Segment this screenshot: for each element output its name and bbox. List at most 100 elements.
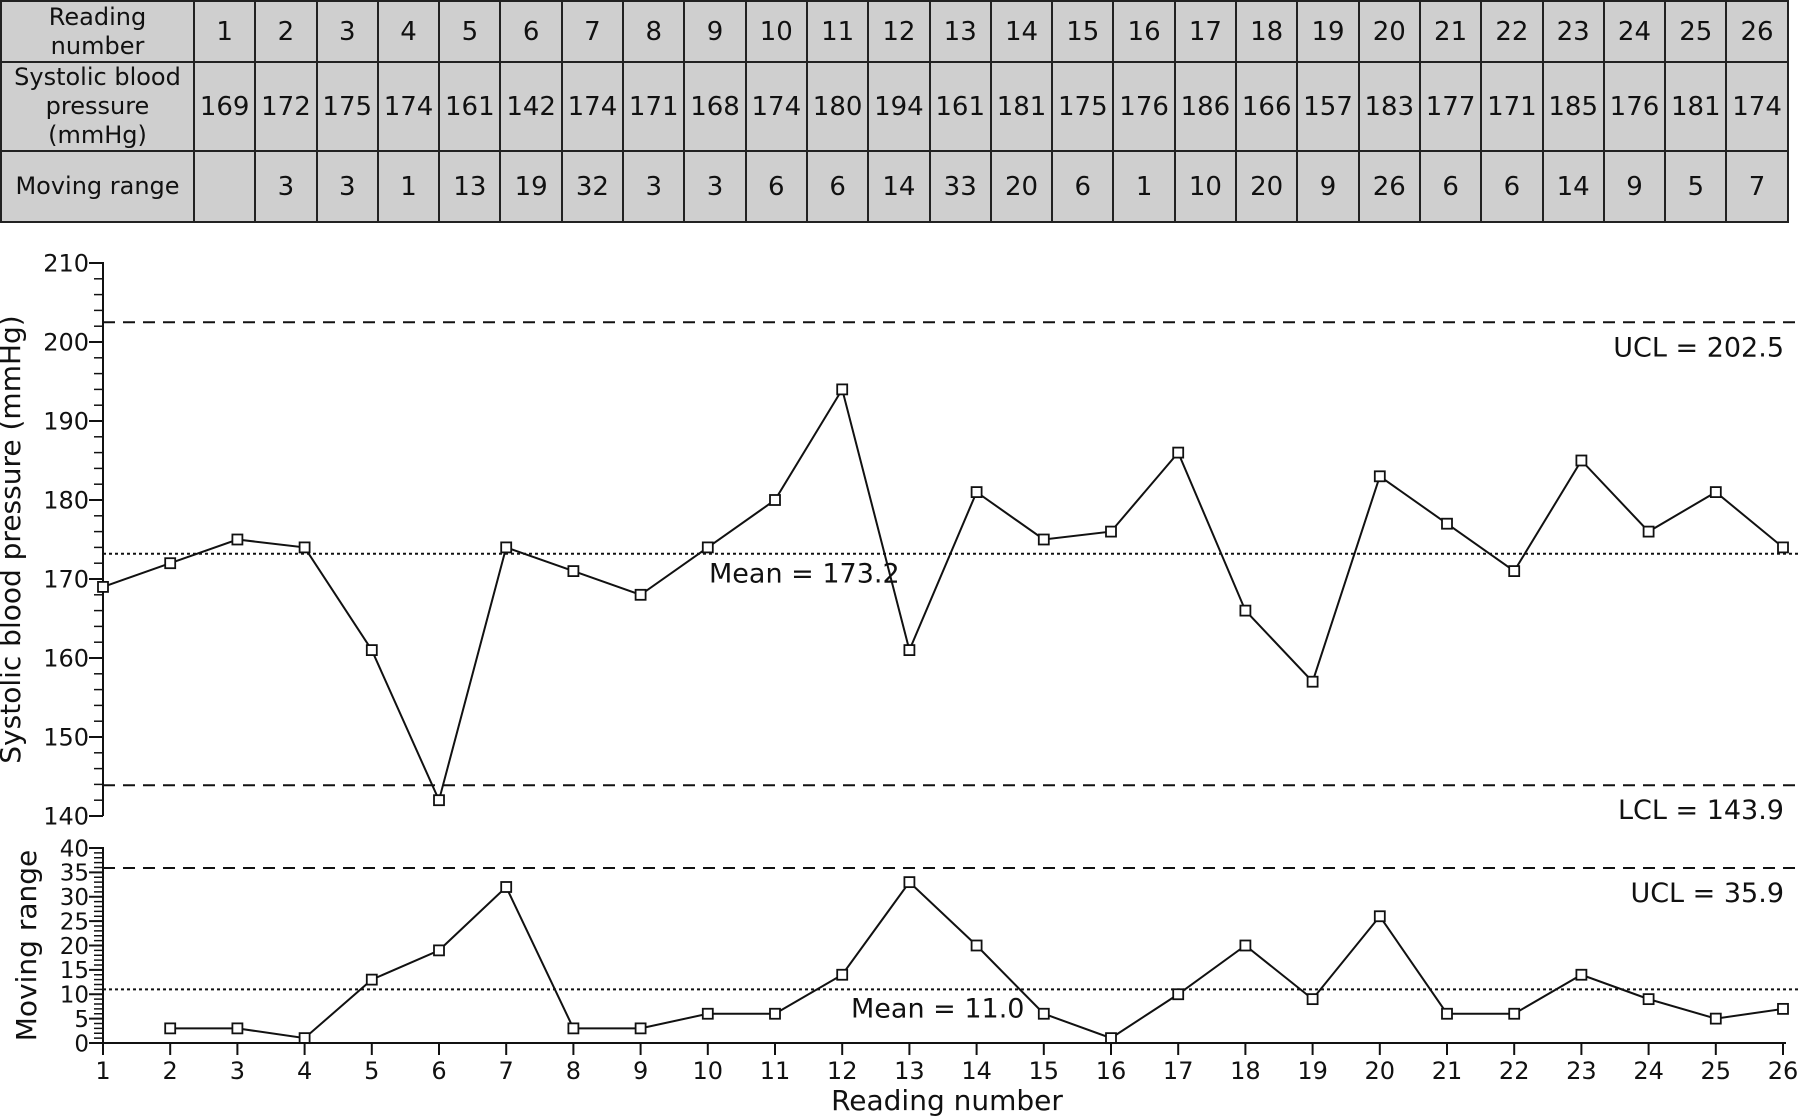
cell-reading-number-7: 7 <box>560 0 625 63</box>
cell-reading-number-24: 24 <box>1602 0 1667 63</box>
x-tick-label-10: 10 <box>693 1057 724 1085</box>
x-tick-label-17: 17 <box>1163 1057 1194 1085</box>
panel1-point-12 <box>836 383 849 396</box>
panel1-point-17 <box>1172 446 1185 459</box>
panel2-y-tick-label-30: 30 <box>60 885 89 911</box>
x-tick-label-25: 25 <box>1701 1057 1732 1085</box>
x-tick-label-14: 14 <box>961 1057 992 1085</box>
panel2-y-tick-label-25: 25 <box>60 909 89 935</box>
cell-moving-range-16: 1 <box>1112 150 1176 223</box>
cell-reading-number-11: 11 <box>805 0 870 63</box>
x-tick-label-12: 12 <box>827 1057 858 1085</box>
panel2-y-tick-label-35: 35 <box>60 861 89 887</box>
panel2-y-tick-label-10: 10 <box>60 983 89 1009</box>
cell-reading-number-20: 20 <box>1357 0 1421 63</box>
x-tick-label-26: 26 <box>1768 1057 1799 1085</box>
cell-reading-number-12: 12 <box>867 0 931 63</box>
panel2-point-2 <box>164 1022 177 1035</box>
cell-systolic-9: 168 <box>683 61 747 152</box>
cell-reading-number-9: 9 <box>683 0 747 63</box>
cell-systolic-2: 172 <box>254 61 318 152</box>
cell-reading-number-18: 18 <box>1235 0 1299 63</box>
x-tick-label-3: 3 <box>230 1057 245 1085</box>
cell-systolic-19: 157 <box>1296 61 1360 152</box>
cell-moving-range-23: 14 <box>1541 150 1605 223</box>
x-tick-label-2: 2 <box>163 1057 178 1085</box>
cell-systolic-14: 181 <box>989 61 1054 152</box>
cell-moving-range-11: 6 <box>805 150 870 223</box>
panel2-point-24 <box>1642 993 1655 1006</box>
panel1-point-4 <box>298 541 311 554</box>
panel2-point-9 <box>634 1022 647 1035</box>
panel1-point-5 <box>365 644 378 656</box>
cell-moving-range-22: 6 <box>1480 150 1544 223</box>
x-tick-label-24: 24 <box>1633 1057 1664 1085</box>
panel1-point-25 <box>1709 486 1722 499</box>
panel2-point-6 <box>433 944 445 957</box>
cell-reading-number-15: 15 <box>1051 0 1115 63</box>
cell-systolic-11: 180 <box>805 61 870 152</box>
x-tick-label-22: 22 <box>1499 1057 1530 1085</box>
panel1-point-16 <box>1105 525 1117 538</box>
panel2-point-3 <box>231 1022 244 1035</box>
cell-moving-range-13: 33 <box>928 150 992 223</box>
x-tick-label-11: 11 <box>760 1057 791 1085</box>
panel1-y-tick-label-140: 140 <box>43 803 89 831</box>
cell-systolic-24: 176 <box>1602 61 1667 152</box>
cell-moving-range-3: 3 <box>315 150 379 223</box>
cell-moving-range-24: 9 <box>1602 150 1667 223</box>
row-label-reading-number: Reading number <box>0 0 195 63</box>
cell-moving-range-2: 3 <box>254 150 318 223</box>
x-tick-label-6: 6 <box>431 1057 446 1085</box>
panel1-point-10 <box>701 541 714 554</box>
x-tick-label-19: 19 <box>1297 1057 1328 1085</box>
cell-reading-number-23: 23 <box>1541 0 1605 63</box>
cell-moving-range-17: 10 <box>1173 150 1238 223</box>
cell-systolic-26: 174 <box>1725 61 1789 152</box>
x-tick-label-4: 4 <box>297 1057 312 1085</box>
panel1-point-1 <box>97 581 109 593</box>
panel1-point-2 <box>164 557 177 570</box>
panel2-point-7 <box>500 881 513 893</box>
cell-moving-range-6: 19 <box>499 150 563 223</box>
cell-systolic-7: 174 <box>560 61 625 152</box>
cell-moving-range-18: 20 <box>1235 150 1299 223</box>
cell-moving-range-15: 6 <box>1051 150 1115 223</box>
panel1-mean-label: Mean = 173.2 <box>709 559 900 590</box>
cell-reading-number-25: 25 <box>1664 0 1728 63</box>
cell-moving-range-7: 32 <box>560 150 625 223</box>
row-label-systolic: Systolic blood pressure (mmHg) <box>0 61 195 152</box>
cell-reading-number-21: 21 <box>1418 0 1483 63</box>
panel1-point-24 <box>1642 525 1655 538</box>
cell-systolic-22: 171 <box>1480 61 1544 152</box>
panel1-point-6 <box>433 794 445 807</box>
cell-reading-number-3: 3 <box>315 0 379 63</box>
panel2-y-axis-label: Moving range <box>10 850 43 1041</box>
cell-reading-number-1: 1 <box>192 0 257 63</box>
table-row-reading-number: Reading number 1 2 3 4 5 6 7 8 9 10 11 12 13 14 15 16 17 1… <box>0 0 1789 63</box>
panel1-point-13 <box>903 644 916 656</box>
cell-systolic-12: 194 <box>867 61 931 152</box>
panel2-point-22 <box>1508 1007 1521 1020</box>
cell-systolic-5: 161 <box>438 61 502 152</box>
x-tick-label-18: 18 <box>1230 1057 1261 1085</box>
cell-reading-number-19: 19 <box>1296 0 1360 63</box>
panel2-control-limit-label-1: UCL = 35.9 <box>1630 878 1784 909</box>
panel2-y-tick-label-40: 40 <box>60 836 89 862</box>
data-table: Reading number 1 2 3 4 5 6 7 8 9 10 11 12 13 14 15 16 17 1… <box>0 0 1789 223</box>
panel2-point-23 <box>1575 968 1588 981</box>
panel1-y-tick-label-160: 160 <box>43 645 89 673</box>
panel1-y-tick-label-190: 190 <box>43 408 89 436</box>
panel2-point-11 <box>769 1007 781 1020</box>
x-tick-label-13: 13 <box>894 1057 925 1085</box>
panel2-point-4 <box>298 1032 311 1045</box>
x-tick-label-8: 8 <box>566 1057 581 1085</box>
x-tick-label-15: 15 <box>1029 1057 1060 1085</box>
cell-systolic-18: 166 <box>1235 61 1299 152</box>
panel2-point-16 <box>1105 1032 1117 1045</box>
cell-reading-number-26: 26 <box>1725 0 1789 63</box>
x-tick-label-9: 9 <box>633 1057 648 1085</box>
cell-moving-range-21: 6 <box>1418 150 1483 223</box>
cell-moving-range-25: 5 <box>1664 150 1728 223</box>
table-row-moving-range: Moving range 3 3 1 13 19 32 3 3 6 6 14 33 20 6 1 10 20 9 2… <box>0 150 1789 223</box>
